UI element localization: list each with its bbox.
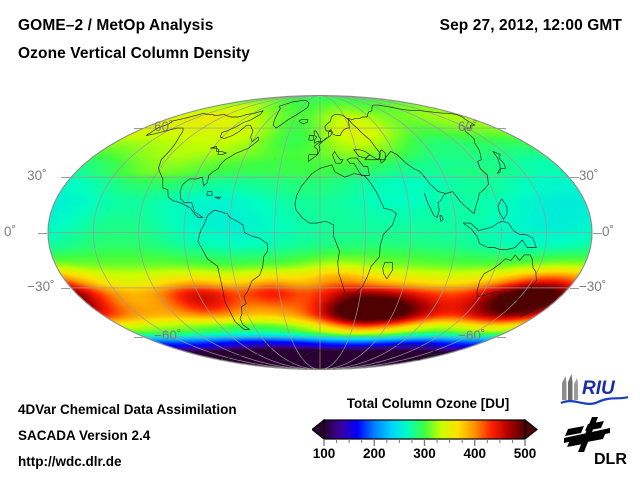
- graticule-meridian: [274, 95, 321, 370]
- graticule-meridian: [319, 95, 457, 370]
- latitude-tick: [61, 287, 71, 289]
- analysis-timestamp: Sep 27, 2012, 12:00 GMT: [439, 17, 622, 34]
- riu-logo-text: RIU: [582, 378, 616, 399]
- colorbar-title: Total Column Ozone [DU]: [346, 396, 510, 411]
- page-title-secondary: Ozone Vertical Column Density: [18, 45, 251, 62]
- coastline: [145, 110, 264, 218]
- coastline: [219, 340, 443, 363]
- coastline: [519, 308, 538, 318]
- coastline: [382, 262, 394, 280]
- coastline: [423, 193, 447, 218]
- colorbar-extend-high: [524, 418, 538, 441]
- coastline: [347, 104, 489, 215]
- dlr-logo-text: DLR: [594, 451, 627, 468]
- latitude-label-60-right: 60˚: [458, 119, 478, 135]
- latitude-label-minus60-left: −60˚: [153, 327, 182, 343]
- colorbar-tick-label-500: 500: [513, 446, 537, 461]
- latitude-tick: [61, 177, 71, 179]
- latitude-tick: [133, 336, 143, 338]
- coastline: [298, 119, 309, 125]
- riu-logo: RIU: [560, 374, 629, 405]
- colorbar-gradient: [312, 418, 538, 446]
- graticule-meridian: [228, 95, 321, 370]
- colorbar-extend-low: [312, 418, 325, 441]
- colorbar-tick-label-200: 200: [362, 446, 386, 461]
- coastline: [492, 151, 506, 174]
- coastline: [497, 198, 508, 220]
- coastline: [537, 299, 552, 308]
- latitude-tick: [133, 128, 143, 130]
- ozone-map-panel: 60˚ 60˚ 30˚ 30˚ 0˚ 0˚ −30˚ −30˚ −60˚ −60˚: [0, 80, 640, 385]
- dlr-logo-mark: [564, 417, 610, 452]
- colorbar-body: [323, 419, 526, 440]
- latitude-label-minus30-left: −30˚: [27, 278, 55, 294]
- graticule-meridian: [138, 95, 321, 370]
- latitude-label-30-left: 30˚: [27, 168, 47, 184]
- colorbar-tick-label-300: 300: [413, 446, 436, 461]
- latitude-label-minus60-right: −60˚: [458, 327, 486, 343]
- coastline: [346, 157, 370, 176]
- latitude-label-30-right: 30˚: [578, 168, 599, 184]
- coastline: [439, 215, 444, 222]
- page-title-primary: GOME–2 / MetOp Analysis: [18, 17, 214, 34]
- footer-url[interactable]: http://wdc.dlr.de: [18, 454, 122, 469]
- graticule-meridian: [319, 95, 412, 370]
- colorbar-tick-label-400: 400: [463, 446, 487, 461]
- footer-version: SACADA Version 2.4: [18, 428, 151, 443]
- coastline: [272, 99, 310, 129]
- latitude-label-minus30-right: −30˚: [578, 278, 607, 294]
- latitude-tick: [593, 232, 602, 234]
- coastline: [214, 196, 222, 200]
- latitude-label-60-left: 60˚: [153, 119, 174, 135]
- footer-assimilation-method: 4DVar Chemical Data Assimilation: [18, 402, 237, 417]
- ozone-map-overlay: [47, 94, 593, 371]
- coastline: [476, 254, 537, 304]
- coastline: [308, 135, 314, 141]
- graticule-meridian: [319, 95, 502, 370]
- coastline: [197, 209, 268, 330]
- coastline: [294, 164, 397, 296]
- map-outline: [47, 94, 593, 371]
- coastline: [210, 146, 227, 156]
- dlr-logo: DLR: [564, 417, 627, 468]
- coastline: [206, 191, 213, 196]
- latitude-tick: [38, 232, 47, 234]
- colorbar: Total Column Ozone [DU] 100 200 300 400 500: [312, 396, 544, 476]
- latitude-tick: [569, 287, 579, 289]
- riu-logo-wave: [560, 395, 629, 405]
- colorbar-tick-label-100: 100: [312, 446, 336, 461]
- latitude-label-0-right: 0˚: [602, 223, 615, 239]
- graticule-meridian: [183, 95, 321, 370]
- coastline: [308, 114, 350, 162]
- riu-logo-bars: [562, 374, 578, 400]
- latitude-label-0-left: 0˚: [4, 223, 17, 239]
- latitude-tick: [497, 128, 507, 130]
- latitude-tick: [569, 177, 579, 179]
- latitude-tick: [497, 336, 507, 338]
- coastline: [378, 149, 386, 164]
- coastline: [462, 220, 537, 250]
- coastline: [353, 149, 371, 159]
- coastline: [313, 130, 322, 144]
- coastline: [332, 151, 344, 164]
- graticule-meridian: [92, 95, 321, 370]
- colorbar-tick-labels: 100 200 300 400 500: [312, 446, 544, 466]
